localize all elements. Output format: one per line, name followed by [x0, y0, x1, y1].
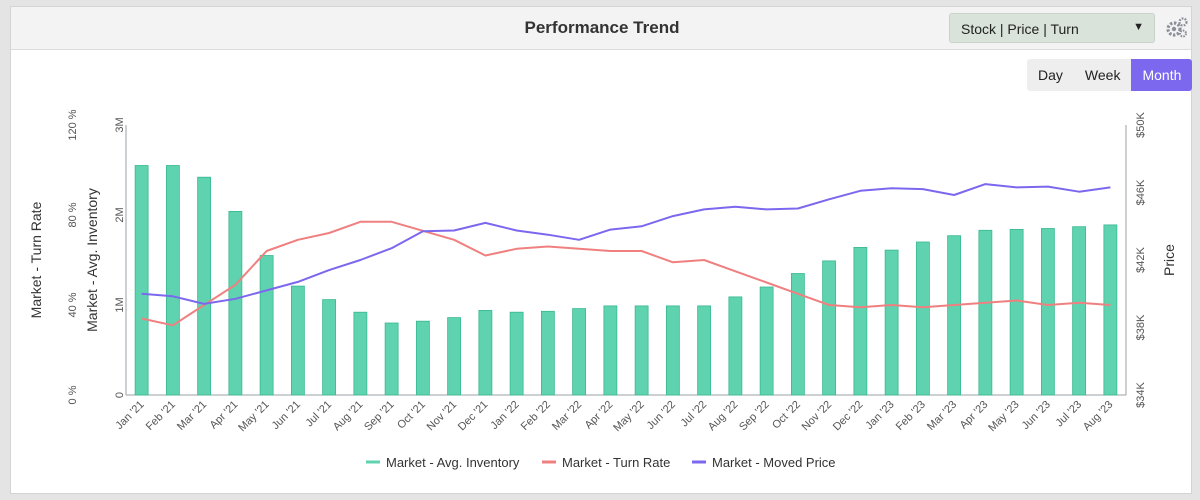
turn-rate-tick-label: 80 %	[67, 202, 79, 227]
x-tick-label: Jun '22	[645, 399, 678, 432]
x-tick-label: Apr '21	[208, 399, 241, 432]
chevron-down-icon: ▼	[1133, 21, 1144, 33]
x-tick-label: Apr '23	[958, 399, 991, 432]
inventory-bar	[1072, 226, 1087, 396]
x-tick-label: Aug '22	[706, 399, 741, 434]
chart-card: Performance Trend Stock | Price | Turn ▼…	[10, 6, 1193, 494]
inventory-bar	[822, 260, 837, 396]
x-tick-label: Jan '23	[863, 399, 896, 432]
inventory-tick-label: 0	[114, 392, 126, 398]
inventory-bar	[572, 308, 587, 396]
chart-title: Performance Trend	[524, 18, 680, 37]
inventory-bar	[634, 305, 649, 396]
x-tick-label: Jan '22	[488, 399, 521, 432]
metric-selector[interactable]: Stock | Price | Turn ▼	[949, 13, 1155, 43]
period-day-button[interactable]: Day	[1038, 67, 1063, 83]
x-tick-label: Feb '22	[519, 399, 553, 433]
price-tick-label: $42K	[1135, 246, 1147, 272]
inventory-bar	[509, 311, 524, 396]
metric-selector-label: Stock | Price | Turn	[961, 21, 1079, 37]
turn-rate-tick-label: 120 %	[67, 109, 79, 140]
period-month-button[interactable]: Month	[1131, 59, 1193, 91]
inventory-bar	[697, 305, 712, 396]
period-week-button[interactable]: Week	[1084, 67, 1121, 83]
inventory-bar	[228, 210, 243, 396]
x-tick-label: Jun '21	[270, 399, 303, 432]
inventory-bar	[759, 286, 774, 396]
legend-item-label: Market - Moved Price	[712, 455, 836, 470]
period-toggle: Day Week Month	[1027, 59, 1193, 91]
inventory-tick-label: 2M	[114, 207, 126, 222]
x-tick-label: Feb '23	[894, 399, 928, 433]
inventory-bar	[790, 273, 805, 396]
inventory-bar	[165, 165, 180, 396]
x-tick-label: Mar '21	[175, 399, 209, 433]
x-tick-label: Mar '23	[925, 399, 959, 433]
legend-item-label: Market - Avg. Inventory	[386, 455, 520, 470]
inventory-bar	[197, 176, 212, 396]
inventory-bar	[1040, 228, 1055, 396]
x-tick-label: Aug '23	[1081, 399, 1116, 434]
price-tick-label: $50K	[1135, 111, 1147, 137]
inventory-bar	[447, 317, 462, 396]
x-tick-label: Nov '21	[425, 399, 460, 434]
turn-rate-axis-title: Market - Turn Rate	[28, 201, 44, 318]
x-tick-label: Feb '21	[144, 399, 178, 433]
inventory-axis-title: Market - Avg. Inventory	[84, 188, 100, 332]
inventory-bar	[665, 305, 680, 396]
chart-plot: 0 % 40 % 80 % 120 % 0 1M 2M 3M $34K $38K $42K $46K $…	[28, 109, 1177, 470]
inventory-bar	[415, 320, 430, 396]
inventory-bar	[853, 246, 868, 396]
inventory-tick-label: 3M	[114, 117, 126, 132]
inventory-bar	[134, 165, 149, 396]
turn-rate-line	[141, 220, 1111, 327]
inventory-bar	[978, 229, 993, 396]
price-tick-label: $46K	[1135, 179, 1147, 205]
inventory-bar	[290, 285, 305, 396]
x-tick-label: Oct '21	[395, 399, 428, 432]
x-tick-label: Dec '22	[831, 399, 866, 434]
inventory-bar	[353, 311, 368, 396]
inventory-bar	[915, 241, 930, 396]
x-tick-label: Jun '23	[1020, 399, 1053, 432]
gear-icon[interactable]	[1165, 16, 1189, 40]
x-tick-label: Dec '21	[456, 399, 491, 434]
price-tick-label: $38K	[1135, 314, 1147, 340]
x-tick-label: Sep '22	[737, 399, 772, 434]
x-tick-label: Mar '22	[550, 399, 584, 433]
x-tick-label: Oct '22	[770, 399, 803, 432]
turn-rate-tick-label: 0 %	[67, 385, 79, 404]
inventory-bar	[947, 235, 962, 396]
inventory-bar	[1009, 228, 1024, 396]
inventory-bar	[478, 309, 493, 396]
inventory-bar	[384, 322, 399, 396]
inventory-bar	[884, 249, 899, 396]
turn-rate-tick-label: 40 %	[67, 292, 79, 317]
header-bar: Performance Trend Stock | Price | Turn ▼	[11, 7, 1191, 50]
inventory-bar	[322, 299, 337, 396]
legend-item-label: Market - Turn Rate	[562, 455, 670, 470]
x-tick-label: Aug '21	[331, 399, 366, 434]
x-tick-label: May '23	[986, 399, 1021, 434]
x-tick-label: Sep '21	[362, 399, 397, 434]
inventory-tick-label: 1M	[114, 297, 126, 312]
inventory-bar	[603, 305, 618, 396]
inventory-bar	[259, 255, 274, 396]
x-tick-label: May '21	[236, 399, 271, 434]
x-tick-label: Nov '22	[800, 399, 835, 434]
inventory-bar	[1103, 224, 1118, 396]
x-tick-label: Apr '22	[583, 399, 616, 432]
price-axis-title: Price	[1161, 244, 1177, 276]
inventory-bar	[728, 296, 743, 396]
price-tick-label: $34K	[1135, 381, 1147, 407]
moved-price-line	[141, 183, 1111, 305]
x-tick-label: May '22	[611, 399, 646, 434]
x-tick-label: Jan '21	[113, 399, 146, 432]
inventory-bar	[540, 310, 555, 396]
